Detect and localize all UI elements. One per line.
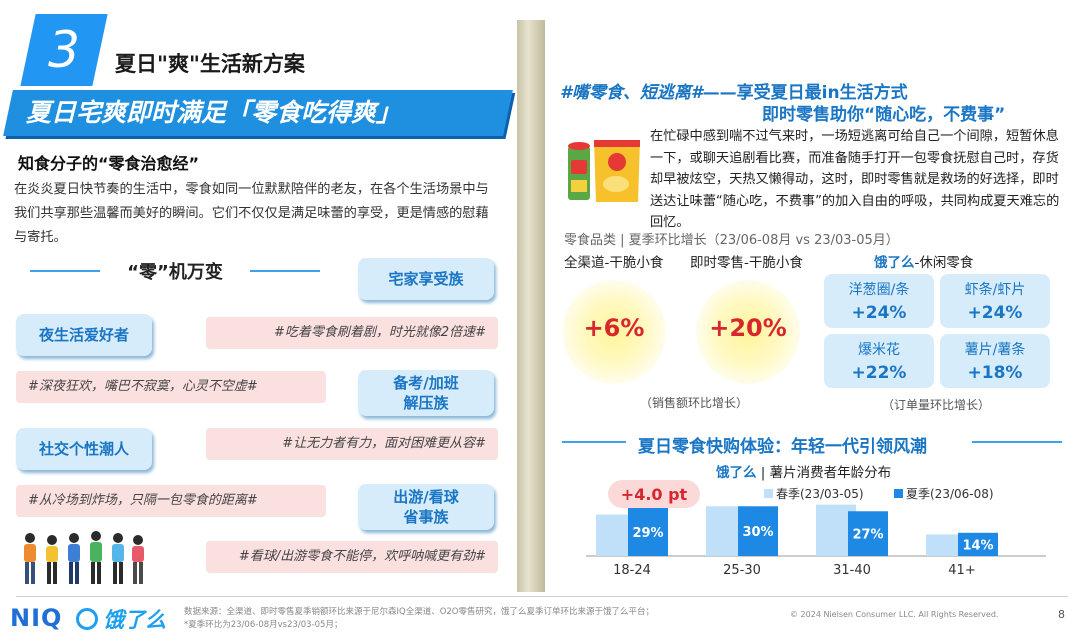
heading-rule-left xyxy=(30,270,100,272)
data-label: 29% xyxy=(632,526,663,541)
legend-label-summer: 夏季(23/06-08) xyxy=(906,487,994,501)
source-note: 数据来源：全渠道、即时零售夏季销额环比来源于尼尔森IQ全渠道、O2O零售研究，饿… xyxy=(184,607,654,617)
footer: NIQ 饿了么 数据来源：全渠道、即时零售夏季销额环比来源于尼尔森IQ全渠道、O… xyxy=(0,596,1080,641)
age-chart-brand: 饿了么 xyxy=(716,465,757,481)
person-5 xyxy=(112,533,124,584)
headline-banner: 夏日宅爽即时满足「零食吃得爽」 xyxy=(3,90,513,136)
heading-rule-right xyxy=(250,270,320,272)
x-tick-label: 25-30 xyxy=(723,563,761,578)
growth-value-all-channel: +6% xyxy=(583,314,645,342)
data-label: 30% xyxy=(742,525,773,540)
page-divider xyxy=(517,20,545,592)
category-name: 爆米花 xyxy=(858,342,900,358)
exp-rule-left xyxy=(562,441,626,443)
age-distribution-chart: 29% 18-24 30% 25-30 27% 31-40 14% 41+ +4.0 pt 春季(… xyxy=(586,480,1046,578)
note-order-growth: （订单量环比增长） xyxy=(882,398,991,412)
category-box: 洋葱圈/条 +24% xyxy=(824,274,934,328)
note-sales-growth: （销售额环比增长） xyxy=(640,396,749,410)
eleme-icon xyxy=(76,608,98,630)
data-label: 27% xyxy=(852,528,883,543)
category-value: +24% xyxy=(967,303,1023,323)
source-note-2: *夏季环比为23/06-08月vs23/03-05月； xyxy=(184,620,343,630)
tag-outing: 出游/看球 省事族 xyxy=(358,484,494,530)
growth-value-instant-retail: +20% xyxy=(709,314,787,342)
col-label-eleme: 饿了么-休闲零食 xyxy=(874,251,973,271)
quote-outing: #看球/出游零食不能停，欢呼呐喊更有劲# xyxy=(206,541,498,573)
snack-product-image xyxy=(568,140,640,202)
col-label-all-channel: 全渠道-干脆小食 xyxy=(564,255,664,271)
footer-rule xyxy=(16,596,1068,597)
age-chart-subtitle: | 薯片消费者年龄分布 xyxy=(756,465,892,481)
quote-exam: #让无力者有力，面对困难更从容# xyxy=(206,428,498,460)
bar-summer xyxy=(958,532,998,556)
scenario-heading-text: “零”机万变 xyxy=(127,262,223,283)
age-chart-heading: 饿了么 | 薯片消费者年龄分布 xyxy=(716,461,891,481)
person-4 xyxy=(90,531,102,584)
person-3 xyxy=(68,533,80,584)
person-1 xyxy=(24,533,36,584)
x-tick-label: 31-40 xyxy=(833,563,871,578)
right-panel: #嘴零食、短逃离#——享受夏日最in生活方式 即时零售助你“随心吃，不费事” 在… xyxy=(548,0,1080,600)
data-label: 14% xyxy=(962,538,993,553)
category-heading: 零食品类 | 夏季环比增长（23/06-08月 vs 23/03-05月） xyxy=(564,233,899,248)
eleme-logo: 饿了么 xyxy=(76,604,166,634)
category-box: 爆米花 +22% xyxy=(824,334,934,388)
right-title-hashtag: #嘴零食、短逃离# xyxy=(560,83,703,103)
section-number: 3 xyxy=(48,21,80,79)
right-paragraph: 在忙碌中感到喘不过气来时，一场短逃离可给自己一个间隙，短暂休息一下，或聊天追剧看… xyxy=(650,129,1060,230)
chips-bag-icon xyxy=(594,140,640,202)
col-label-brand: 饿了么 xyxy=(874,255,915,271)
category-value: +18% xyxy=(967,363,1023,383)
tag-night: 夜生活爱好者 xyxy=(16,314,152,356)
category-value: +24% xyxy=(851,303,907,323)
chips-can-icon xyxy=(568,142,590,200)
bar-summer xyxy=(628,507,668,556)
bar-summer xyxy=(848,511,888,556)
category-value: +22% xyxy=(851,363,907,383)
legend-swatch-spring xyxy=(764,489,773,498)
quote-night: #深夜狂欢，嘴巴不寂寞，心灵不空虚# xyxy=(16,371,326,403)
quote-social: #从冷场到炸场，只隔一包零食的距离# xyxy=(16,485,326,517)
eleme-logo-text: 饿了么 xyxy=(103,608,167,632)
person-2 xyxy=(46,535,58,584)
bar-spring xyxy=(926,534,966,556)
category-box: 虾条/虾片 +24% xyxy=(940,274,1050,328)
exp-rule-right xyxy=(972,441,1062,443)
category-name: 虾条/虾片 xyxy=(964,282,1026,298)
x-tick-label: 18-24 xyxy=(613,563,651,578)
category-box: 薯片/薯条 +18% xyxy=(940,334,1050,388)
right-title-line2: 即时零售助你“随心吃，不费事” xyxy=(762,105,1006,125)
right-title-line1: #嘴零食、短逃离#——享受夏日最in生活方式 xyxy=(560,78,908,103)
bar-summer xyxy=(738,506,778,556)
annotation-bubble xyxy=(608,480,700,508)
page-number: 8 xyxy=(1058,608,1065,621)
tag-home: 宅家享受族 xyxy=(358,258,494,300)
category-name: 薯片/薯条 xyxy=(964,342,1026,358)
x-tick-label: 41+ xyxy=(948,563,975,578)
tag-exam: 备考/加班 解压族 xyxy=(358,370,494,416)
growth-circle-instant-retail: +20% xyxy=(696,280,800,384)
legend-swatch-summer xyxy=(894,489,903,498)
annotation-text: +4.0 pt xyxy=(621,485,688,504)
growth-circle-all-channel: +6% xyxy=(562,280,666,384)
col-label-instant-retail: 即时零售-干脆小食 xyxy=(690,255,803,271)
left-panel: 3 夏日"爽"生活新方案 夏日宅爽即时满足「零食吃得爽」 知食分子的“零食治愈经… xyxy=(0,0,515,600)
intro-paragraph: 在炎炎夏日快节奏的生活中，零食如同一位默默陪伴的老友，在各个生活场景中与我们共享… xyxy=(14,182,489,245)
niq-logo: NIQ xyxy=(10,604,63,632)
experience-title: 夏日零食快购体验：年轻一代引领风潮 xyxy=(638,437,927,457)
headline-text: 夏日宅爽即时满足「零食吃得爽」 xyxy=(26,98,402,127)
tag-social: 社交个性潮人 xyxy=(16,428,152,470)
col-label-rest: -休闲零食 xyxy=(914,255,974,271)
quote-binge: #吃着零食刷着剧，时光就像2倍速# xyxy=(206,317,498,349)
scenario-heading: “零”机万变 xyxy=(30,258,320,283)
subheading: 知食分子的“零食治愈经” xyxy=(18,154,200,173)
legend-label-spring: 春季(23/03-05) xyxy=(776,487,864,501)
copyright: © 2024 Nielsen Consumer LLC. All Rights … xyxy=(790,610,999,619)
person-6 xyxy=(132,535,144,584)
section-number-box: 3 xyxy=(20,14,108,86)
right-title-rest: ——享受夏日最in生活方式 xyxy=(702,83,908,103)
section-title: 夏日"爽"生活新方案 xyxy=(115,52,305,76)
people-illustration xyxy=(24,531,144,584)
category-name: 洋葱圈/条 xyxy=(848,282,910,298)
